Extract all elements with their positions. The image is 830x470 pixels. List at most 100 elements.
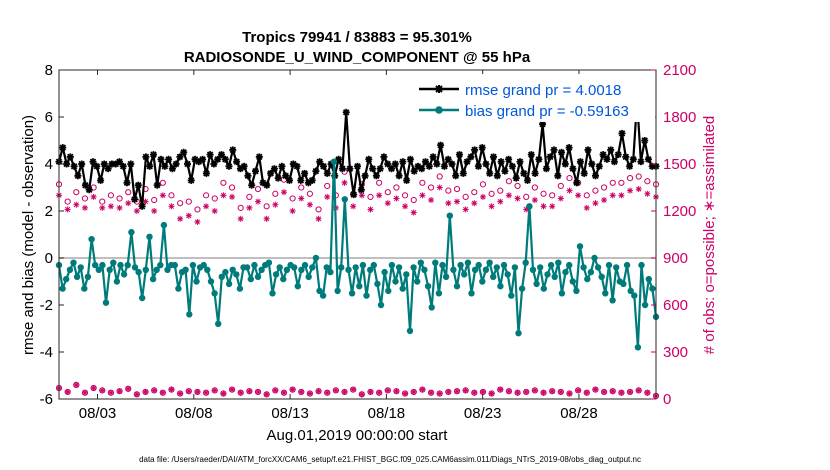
obs-assimilated-point [211, 208, 218, 214]
obs-assimilated-low-point [332, 387, 339, 394]
obs-possible-point [453, 185, 461, 193]
bias-point [128, 229, 135, 236]
obs-possible-point [592, 187, 599, 194]
rmse-point [346, 165, 354, 173]
obs-assimilated-low-point [64, 388, 71, 395]
obs-assimilated-point [367, 206, 374, 213]
bias-point [479, 278, 486, 285]
obs-assimilated-low-point [479, 388, 486, 395]
obs-assimilated-point [185, 212, 192, 219]
obs-assimilated-low-point [177, 390, 184, 397]
rmse-point [59, 144, 67, 152]
rmse-point [569, 165, 577, 173]
rmse-point [520, 169, 528, 177]
rmse-point [610, 158, 618, 166]
bias-point [272, 271, 280, 278]
rmse-point [297, 176, 305, 184]
bias-point [399, 285, 406, 292]
rmse-point [342, 108, 350, 116]
bias-point [584, 275, 591, 283]
rmse-series [55, 97, 660, 210]
obs-assimilated-point [471, 200, 478, 207]
obs-assimilated-low-point [211, 387, 218, 394]
rmse-point [146, 162, 154, 170]
rmse-point [278, 162, 286, 170]
obs-assimilated-point [454, 198, 460, 205]
obs-possible-point [376, 179, 383, 186]
rmse-point [629, 155, 637, 163]
obs-assimilated-low-point [168, 386, 175, 393]
legend-rmse-marker [435, 85, 443, 93]
obs-assimilated-low-point [549, 388, 556, 395]
bias-point [113, 278, 121, 285]
obs-possible-point [151, 196, 158, 204]
bias-point [258, 266, 265, 273]
bias-point [124, 261, 131, 269]
bias-point [515, 330, 522, 337]
obs-assimilated-low-point [272, 387, 279, 394]
obs-assimilated-low-point [315, 388, 322, 395]
obs-assimilated-point [133, 208, 140, 214]
obs-assimilated-low-point [255, 388, 261, 395]
rmse-point [622, 153, 630, 161]
obs-possible-point [254, 185, 262, 193]
bias-point [352, 264, 359, 271]
obs-assimilated-low-point [229, 386, 236, 393]
rmse-point [248, 181, 256, 189]
bias-point [544, 271, 551, 278]
rmse-point [482, 160, 490, 168]
obs-possible-point [306, 190, 314, 197]
obs-assimilated-low-point [618, 389, 625, 396]
obs-assimilated-low-point [384, 387, 391, 394]
bias-point [81, 285, 88, 292]
rmse-point [508, 162, 516, 170]
rmse-point [350, 191, 358, 199]
obs-assimilated-point [107, 203, 114, 210]
obs-assimilated-point [194, 218, 201, 225]
plot-frame [58, 69, 657, 400]
rmse-point [501, 167, 509, 175]
obs-assimilated-low-point [436, 390, 443, 397]
obs-assimilated-point [177, 215, 184, 222]
rmse-point [550, 146, 558, 154]
obs-assimilated-point [592, 200, 599, 207]
obs-possible-point [445, 187, 452, 194]
obs-assimilated-point [635, 186, 642, 193]
obs-possible-point [168, 192, 175, 199]
bias-point [301, 261, 309, 269]
obs-assimilated-point [116, 204, 123, 211]
bias-point [587, 268, 595, 276]
rmse-point [380, 153, 388, 161]
rmse-point [471, 146, 479, 154]
bias-point [540, 285, 547, 292]
obs-assimilated-low-point [445, 388, 452, 395]
bias-point [149, 275, 157, 283]
rmse-point [527, 151, 535, 159]
rmse-point [138, 202, 146, 210]
bias-point [623, 261, 631, 269]
bias-point [66, 266, 74, 273]
rmse-point [127, 160, 135, 168]
bias-point [605, 261, 613, 269]
rmse-point [202, 169, 210, 177]
bias-point [414, 278, 421, 285]
rmse-point [425, 162, 433, 170]
legend-bias-marker [435, 106, 443, 114]
obs-assimilated-low-point [133, 391, 140, 398]
obs-assimilated-low-point [505, 388, 512, 395]
rmse-point [161, 162, 169, 170]
obs-possible-point [618, 179, 625, 186]
y2-tick-label: 1800 [663, 109, 696, 126]
obs-assimilated-point [505, 192, 512, 199]
obs-assimilated-low-point [575, 387, 582, 394]
obs-assimilated-point [410, 209, 417, 216]
obs-possible-point [419, 179, 426, 186]
obs-assimilated-point [306, 201, 313, 208]
rmse-point [78, 160, 86, 168]
x-tick-label: 08/23 [464, 405, 502, 422]
bias-point [403, 271, 410, 278]
obs-assimilated-low-point [246, 388, 253, 395]
legend-rmse-label: rmse grand pr = 4.0018 [465, 82, 621, 99]
obs-assimilated-low-point [497, 386, 504, 393]
rmse-point [187, 176, 195, 184]
